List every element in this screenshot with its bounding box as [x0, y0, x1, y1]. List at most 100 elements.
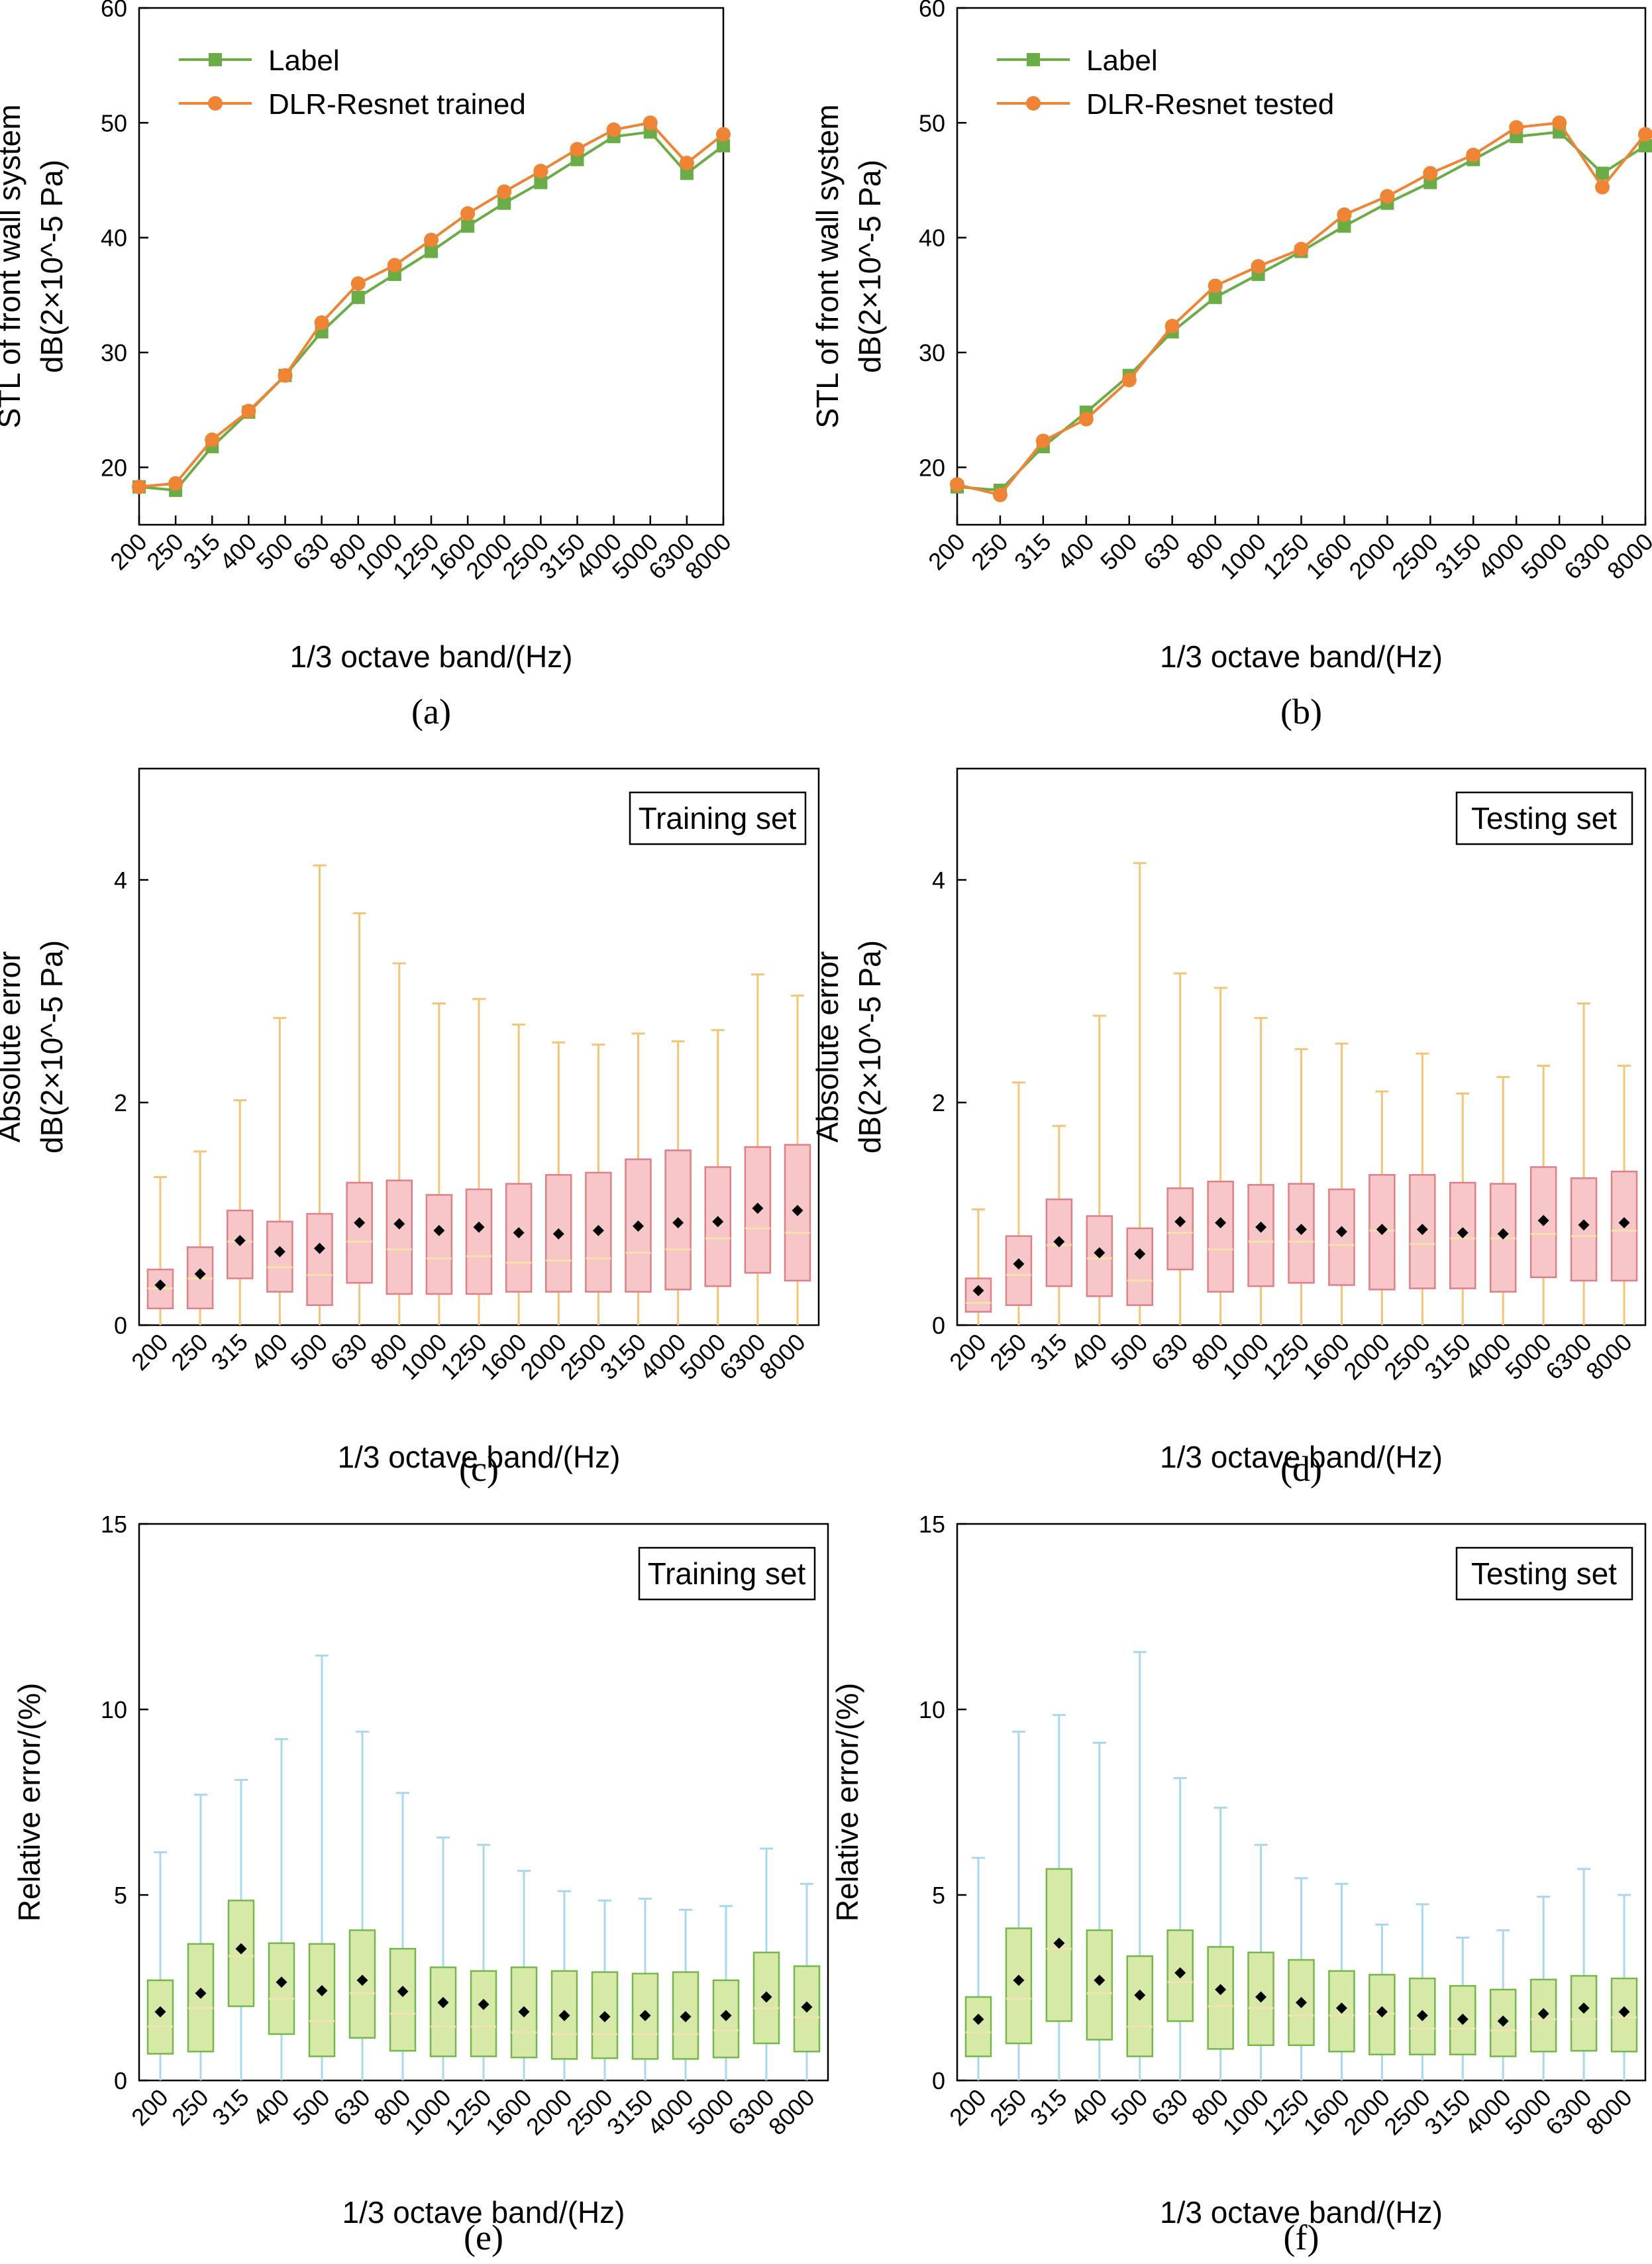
- mean-marker: [1497, 2015, 1509, 2027]
- data-point-circle: [679, 156, 694, 170]
- x-tick-label: 3150: [1419, 1328, 1476, 1385]
- x-tick-label: 630: [1138, 528, 1185, 575]
- mean-marker: [1013, 1258, 1025, 1270]
- x-tick-label: 630: [1146, 1328, 1193, 1375]
- mean-marker: [1537, 2008, 1549, 2020]
- chart-panel-d: 0242002503154005006308001000125016002000…: [810, 767, 1647, 1489]
- set-label-box: [638, 1546, 816, 1601]
- y-tick-label: 5: [932, 1882, 945, 1909]
- mean-marker: [1578, 2002, 1590, 2014]
- x-tick-label: 315: [1025, 2084, 1072, 2131]
- x-tick-label: 1600: [480, 2084, 537, 2141]
- y-axis-label-line2: dB(2×10^-5 Pa): [34, 160, 69, 373]
- mean-marker: [712, 1216, 724, 1228]
- mean-marker: [1376, 1224, 1388, 1236]
- x-tick-label: 3150: [601, 2084, 658, 2141]
- y-tick-label: 2: [114, 1089, 127, 1116]
- data-point-circle: [168, 476, 183, 491]
- box: [744, 1146, 772, 1274]
- x-tick-label: 200: [944, 1328, 991, 1375]
- x-tick-label: 6300: [723, 2084, 780, 2141]
- y-tick-label: 60: [919, 0, 945, 22]
- legend-marker-circle: [1026, 96, 1041, 111]
- box: [1126, 1955, 1153, 2057]
- data-point-circle: [1164, 319, 1180, 334]
- data-point-circle: [1078, 411, 1094, 427]
- x-tick-label: 250: [166, 2084, 213, 2131]
- data-point-square: [1639, 139, 1652, 152]
- chart-panel-a: 2030405060200250315400500630800100012501…: [0, 0, 737, 731]
- mean-marker: [1013, 1974, 1025, 1986]
- x-tick-label: 315: [1009, 528, 1056, 575]
- mean-marker: [1255, 1221, 1267, 1233]
- x-tick-label: 200: [923, 528, 970, 575]
- data-point-circle: [1208, 278, 1223, 294]
- mean-marker: [397, 1986, 409, 1998]
- mean-marker: [1578, 1219, 1590, 1231]
- mean-marker: [1335, 1226, 1347, 1238]
- mean-marker: [356, 1974, 368, 1986]
- x-axis-label: 1/3 octave band/(Hz): [342, 2195, 625, 2230]
- mean-marker: [752, 1203, 764, 1214]
- box: [306, 1213, 333, 1307]
- x-tick-label: 500: [285, 1328, 333, 1375]
- data-point-circle: [643, 115, 658, 131]
- mean-marker: [1255, 1991, 1267, 2003]
- x-tick-label: 500: [1106, 1328, 1153, 1375]
- y-tick-label: 5: [114, 1882, 127, 1909]
- y-axis-label-line1: Absolute error: [810, 951, 845, 1143]
- x-axis-label: 1/3 octave band/(Hz): [337, 1440, 620, 1474]
- mean-marker: [1618, 2006, 1630, 2018]
- y-tick-label: 50: [919, 109, 945, 136]
- mean-marker: [720, 2010, 732, 2021]
- chart-panel-e: 0510152002503154005006308001000125016002…: [12, 1511, 829, 2257]
- data-point-circle: [1337, 207, 1352, 222]
- legend-entry-0: Label: [1086, 44, 1158, 77]
- box: [386, 1179, 413, 1295]
- data-point-circle: [1423, 166, 1438, 181]
- mean-marker: [518, 2006, 530, 2018]
- x-tick-label: 1000: [1215, 528, 1272, 585]
- data-point-square: [497, 196, 511, 210]
- x-tick-label: 5000: [1500, 2084, 1557, 2141]
- series-line-prediction: [956, 121, 1647, 497]
- x-tick-label: 4000: [1472, 528, 1529, 585]
- x-tick-label: 4000: [642, 2084, 699, 2141]
- y-tick-label: 30: [919, 339, 945, 366]
- x-tick-label: 1000: [1217, 1328, 1274, 1385]
- x-tick-label: 1250: [1258, 2084, 1315, 2141]
- mean-marker: [1416, 2010, 1428, 2021]
- mean-marker: [972, 2014, 984, 2025]
- plot-frame: [956, 7, 1647, 526]
- y-tick-label: 30: [101, 339, 127, 366]
- box: [465, 1188, 493, 1295]
- x-tick-label: 250: [984, 2084, 1031, 2131]
- mean-marker: [1335, 2002, 1347, 2014]
- x-tick-label: 2500: [1378, 1328, 1435, 1385]
- x-tick-label: 200: [126, 2084, 173, 2131]
- x-axis-label: 1/3 octave band/(Hz): [1160, 2195, 1443, 2230]
- box: [1005, 1235, 1033, 1307]
- data-point-circle: [350, 276, 366, 291]
- mean-marker: [1376, 2006, 1388, 2018]
- box: [346, 1181, 373, 1284]
- set-label-box: [1455, 1546, 1633, 1601]
- data-point-circle: [1552, 115, 1567, 131]
- box: [425, 1194, 453, 1295]
- x-tick-label: 8000: [1580, 1328, 1637, 1385]
- x-tick-label: 1600: [1300, 528, 1357, 585]
- box: [389, 1947, 417, 2052]
- x-tick-label: 5000: [682, 2084, 739, 2141]
- mean-marker: [592, 1224, 604, 1236]
- data-point-circle: [132, 479, 146, 494]
- set-label: Testing set: [1471, 1556, 1617, 1591]
- mean-marker: [792, 1205, 803, 1216]
- x-tick-label: 6300: [1540, 2084, 1597, 2141]
- data-point-circle: [387, 258, 402, 273]
- mean-marker: [393, 1218, 405, 1230]
- data-point-circle: [314, 315, 329, 330]
- y-tick-label: 2: [932, 1089, 945, 1116]
- mean-marker: [1174, 1967, 1186, 1979]
- panel-caption: (a): [411, 692, 451, 731]
